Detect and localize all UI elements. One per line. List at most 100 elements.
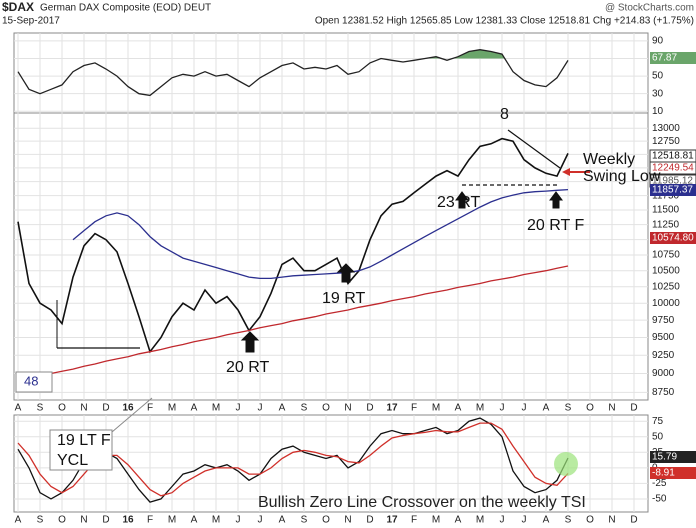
x-tick-label: O [322, 403, 330, 414]
rsi-last-label-box [650, 52, 696, 64]
x-tick-label: D [366, 403, 373, 414]
arrow [455, 191, 469, 209]
label-box [15, 371, 53, 393]
x-tick-label: M [168, 515, 176, 526]
x-tick-label: J [500, 515, 505, 526]
y-tick-label: 10500 [652, 265, 680, 276]
x-tick-label: 17 [386, 515, 398, 526]
tsi-panel [13, 414, 649, 513]
series-line [50, 265, 569, 375]
x-tick-label: D [630, 403, 637, 414]
annotation: 20 RT F [527, 217, 584, 234]
annotation: 19 RT [322, 290, 366, 307]
x-tick-label: S [37, 403, 44, 414]
highlight [554, 452, 578, 476]
price-right-label: 10574.80 [652, 233, 694, 244]
y-tick-label: 10750 [652, 250, 680, 261]
y-tick-label: 50 [652, 71, 664, 82]
series-line [72, 188, 569, 280]
x-tick-label: D [102, 515, 109, 526]
x-tick-label: O [58, 403, 66, 414]
series-line [17, 49, 569, 97]
x-tick-label: N [608, 403, 615, 414]
x-tick-label: O [58, 515, 66, 526]
x-tick-label: A [455, 515, 462, 526]
callout-line [111, 397, 153, 433]
annotation: 23 RT [437, 194, 481, 211]
x-tick-label: M [212, 403, 220, 414]
x-tick-label: A [543, 403, 550, 414]
x-tick-label: J [236, 403, 241, 414]
x-tick-label: J [500, 403, 505, 414]
x-tick-label: F [147, 403, 153, 414]
panels [13, 32, 649, 513]
y-tick-label: 75 [652, 416, 664, 427]
tsi-last-label: 15.79 [652, 452, 677, 463]
x-tick-label: S [37, 515, 44, 526]
annotation: 19 LT F [57, 432, 111, 449]
security-name: German DAX Composite (EOD) DEUT [40, 3, 211, 14]
x-tick-label: D [366, 515, 373, 526]
price-right-label: 12518.81 [652, 151, 694, 162]
x-tick-label: A [191, 403, 198, 414]
y-tick-label: 13000 [652, 123, 680, 134]
y-tick-label: -25 [652, 478, 667, 489]
x-tick-label: 16 [122, 403, 134, 414]
x-tick-label: F [147, 515, 153, 526]
x-tick-label: 16 [122, 515, 134, 526]
labels: A A S S O O N N D D 16 16 F F M M A A M M J J J J A A S S O O N N D D 17 17… [15, 52, 696, 526]
x-tick-label: S [565, 403, 572, 414]
x-tick-label: S [565, 515, 572, 526]
x-tick-label: O [586, 403, 594, 414]
x-tick-label: D [630, 515, 637, 526]
x-tick-label: F [411, 515, 417, 526]
annotation: Bullish Zero Line Crossover on the weekl… [258, 494, 586, 511]
x-tick-label: M [476, 515, 484, 526]
x-tick-label: A [279, 515, 286, 526]
x-tick-label: M [432, 515, 440, 526]
rsi-last-label: 67.87 [652, 53, 677, 64]
signal-last-label: -8.91 [652, 468, 675, 479]
y-tick-label: 8750 [652, 387, 675, 398]
x-tick-label: F [411, 403, 417, 414]
y-tick-label: 10 [652, 106, 664, 117]
x-tick-label: M [212, 515, 220, 526]
x-tick-label: 17 [386, 403, 398, 414]
y-tick-label: 9250 [652, 350, 675, 361]
signal-last-label-box [650, 467, 696, 479]
quote: Open 12381.52 High 12565.85 Low 12381.33… [315, 16, 694, 27]
annotation: Weekly [583, 151, 635, 168]
symbol: $DAX [2, 0, 34, 14]
rsi-panel [13, 32, 649, 114]
price-right-label-box [650, 184, 696, 196]
x-tick-label: J [258, 403, 263, 414]
source: @ StockCharts.com [605, 3, 694, 14]
x-tick-label: A [279, 403, 286, 414]
x-tick-label: M [476, 403, 484, 414]
date: 15-Sep-2017 [2, 16, 60, 27]
arrow [240, 331, 260, 353]
x-tick-label: J [522, 515, 527, 526]
x-tick-label: N [80, 515, 87, 526]
annotation: Swing Low [583, 168, 661, 185]
x-tick-label: N [608, 515, 615, 526]
x-tick-label: N [80, 403, 87, 414]
x-tick-label: A [455, 403, 462, 414]
annotation: YCL [57, 452, 88, 469]
annotation: 48 [24, 373, 38, 388]
drawings [15, 129, 590, 476]
series-line [17, 137, 569, 354]
y-tick-label: 9000 [652, 368, 675, 379]
price-panel [13, 112, 649, 401]
annotation: 8 [500, 106, 509, 123]
x-tick-label: M [432, 403, 440, 414]
x-tick-label: M [168, 403, 176, 414]
x-tick-label: S [301, 403, 308, 414]
tsi-last-label-box [650, 451, 696, 463]
pointer-head [562, 168, 570, 176]
x-tick-label: O [586, 515, 594, 526]
x-tick-label: D [102, 403, 109, 414]
x-tick-label: S [301, 515, 308, 526]
arrow [549, 191, 563, 209]
y-tick-label: -50 [652, 494, 667, 505]
